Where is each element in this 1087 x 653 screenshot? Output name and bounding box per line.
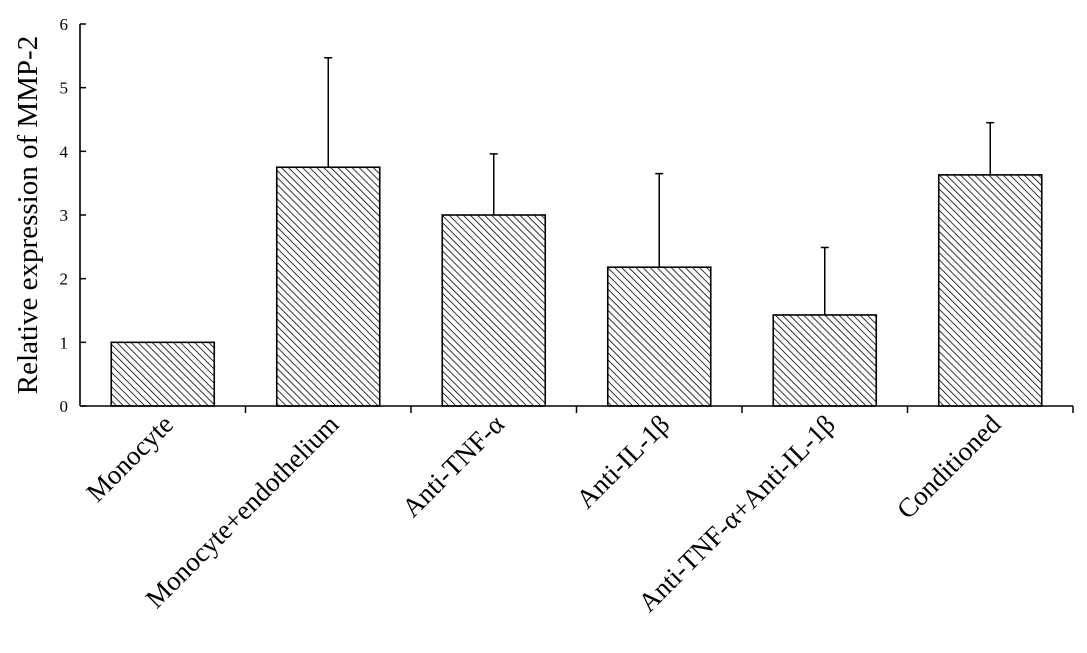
bar-0 bbox=[110, 341, 216, 407]
y-tick-label-3: 3 bbox=[60, 206, 69, 225]
y-tick-label-2: 2 bbox=[60, 270, 69, 289]
y-tick-label-6: 6 bbox=[60, 15, 69, 34]
bar-3 bbox=[606, 266, 712, 407]
y-tick-label-5: 5 bbox=[60, 79, 69, 98]
x-category-label-2: Anti-TNF-α bbox=[396, 409, 510, 523]
x-category-label-1: Monocyte+endothelium bbox=[140, 409, 345, 614]
x-category-label-3: Anti-IL-1β bbox=[570, 409, 675, 514]
y-tick-label-0: 0 bbox=[60, 397, 69, 416]
bar-4 bbox=[772, 314, 878, 407]
plot-area bbox=[110, 56, 1043, 407]
y-axis-title: Relative expression of MMP-2 bbox=[12, 36, 44, 394]
y-tick-label-4: 4 bbox=[60, 142, 69, 161]
bar-2 bbox=[441, 214, 547, 407]
x-category-label-5: Conditioned bbox=[891, 409, 1007, 525]
bar-5 bbox=[937, 174, 1043, 407]
x-category-label-0: Monocyte bbox=[80, 409, 179, 508]
bar-1 bbox=[275, 166, 381, 407]
y-tick-label-1: 1 bbox=[60, 333, 69, 352]
